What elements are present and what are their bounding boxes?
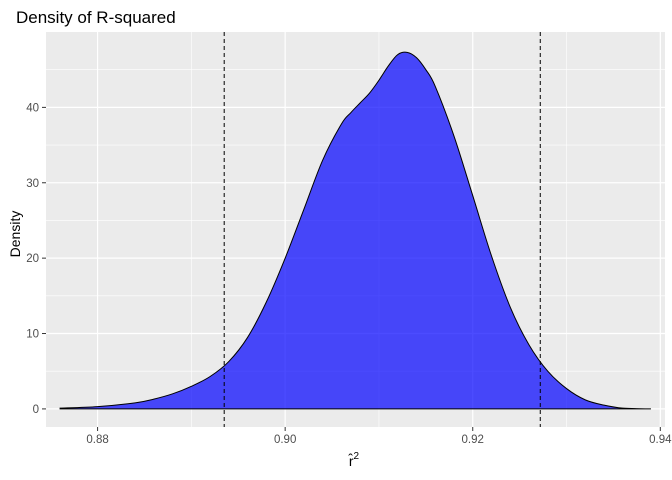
x-tick-label: 0.88 — [86, 434, 108, 446]
y-axis-title: Density — [7, 211, 23, 258]
y-tick-label: 20 — [26, 253, 39, 265]
x-tick-label: 0.92 — [462, 434, 484, 446]
chart-title: Density of R-squared — [16, 8, 176, 27]
y-tick-label: 30 — [26, 178, 39, 190]
x-tick-label: 0.90 — [274, 434, 296, 446]
x-axis-title-superscript: 2 — [354, 451, 360, 462]
x-axis-title-base: r̂ — [348, 452, 354, 469]
density-area — [59, 51, 651, 410]
y-axis: 0 10 20 30 40 — [26, 102, 46, 416]
y-tick-label: 10 — [26, 329, 39, 341]
x-axis-title: r̂2 — [348, 451, 360, 469]
x-tick-label: 0.94 — [649, 434, 672, 446]
reference-lines — [223, 32, 541, 427]
y-tick-label: 0 — [33, 404, 39, 416]
x-axis: 0.88 0.90 0.92 0.94 — [86, 427, 672, 446]
y-tick-label: 40 — [26, 102, 39, 114]
